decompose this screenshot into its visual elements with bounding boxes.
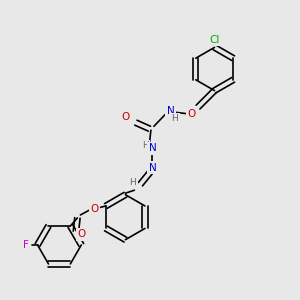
Text: O: O: [187, 109, 196, 119]
Text: N: N: [167, 106, 174, 116]
Text: O: O: [90, 204, 99, 214]
Text: N: N: [148, 163, 156, 173]
Text: H: H: [142, 141, 149, 150]
Text: Cl: Cl: [209, 35, 220, 45]
Text: O: O: [121, 112, 130, 122]
Text: O: O: [78, 230, 86, 239]
Text: F: F: [23, 240, 29, 250]
Text: H: H: [130, 178, 136, 187]
Text: H: H: [172, 114, 178, 123]
Text: N: N: [148, 143, 156, 153]
